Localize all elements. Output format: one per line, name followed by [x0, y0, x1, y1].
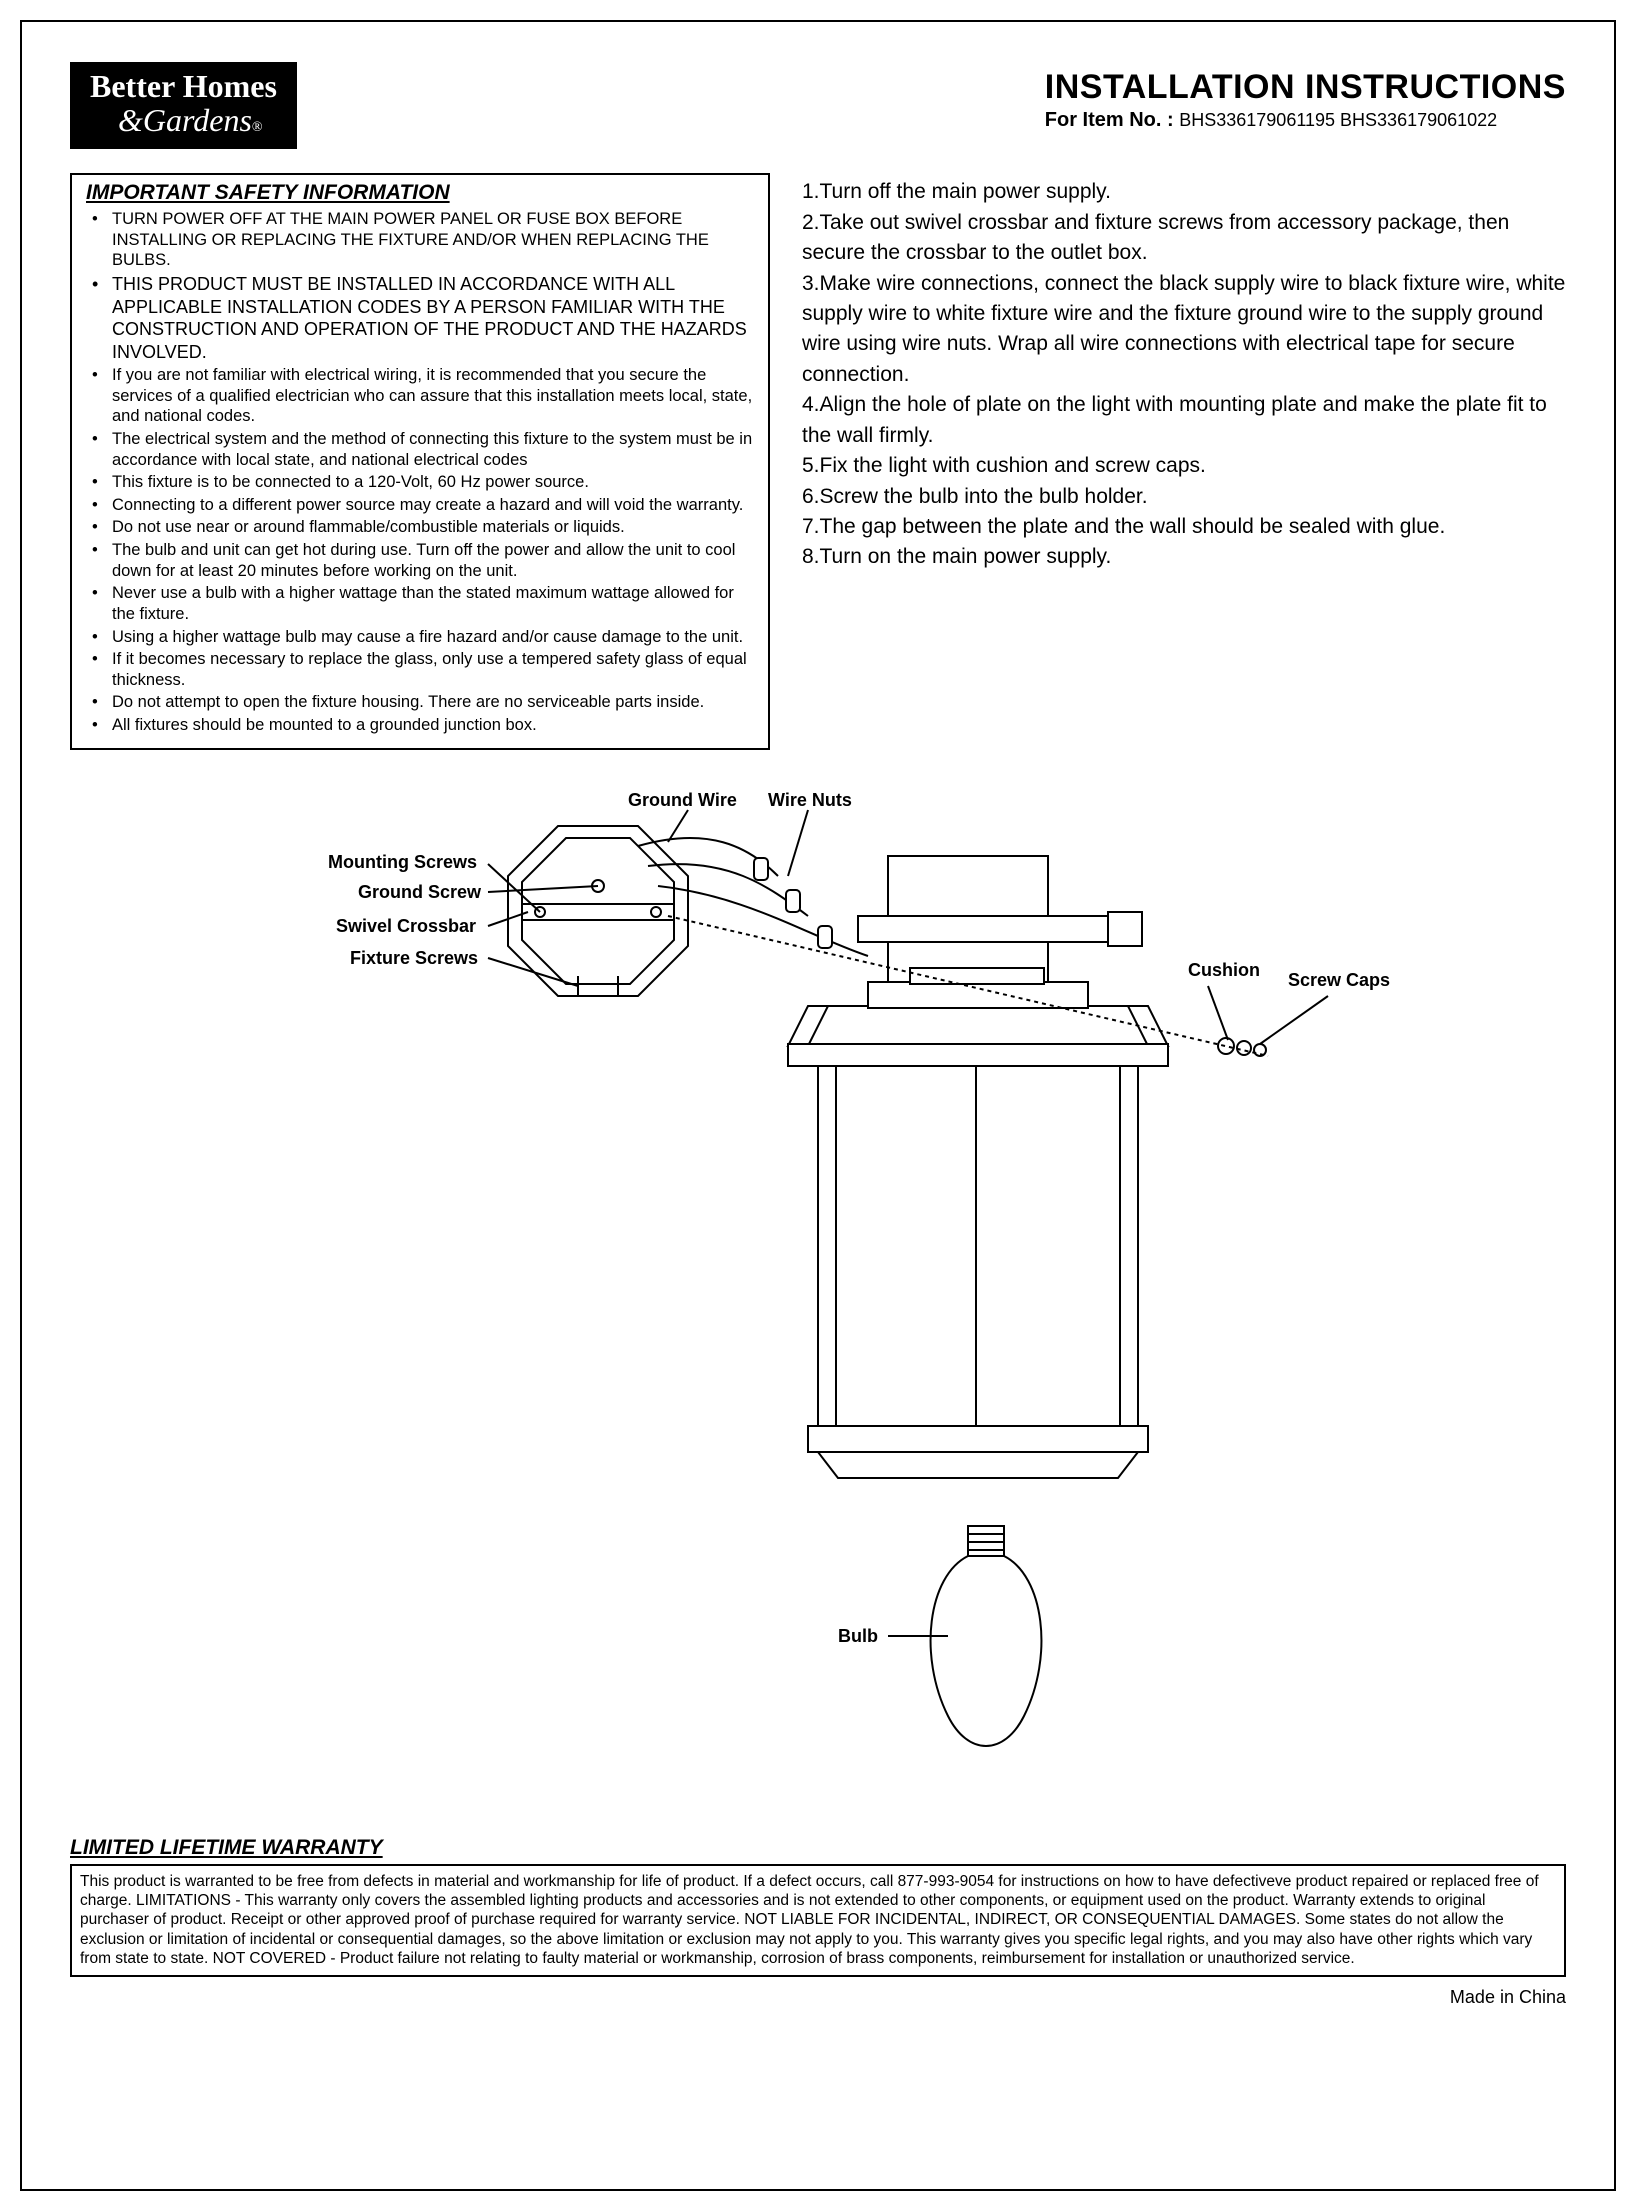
safety-box: IMPORTANT SAFETY INFORMATION TURN POWER … — [70, 173, 770, 750]
label-wire-nuts: Wire Nuts — [768, 790, 852, 810]
label-mounting-screws: Mounting Screws — [328, 852, 477, 872]
page: Better Homes &Gardens® INSTALLATION INST… — [20, 20, 1616, 2191]
logo-line-2: &Gardens® — [90, 104, 277, 138]
content-row: IMPORTANT SAFETY INFORMATION TURN POWER … — [70, 173, 1566, 750]
safety-item: TURN POWER OFF AT THE MAIN POWER PANEL O… — [86, 209, 758, 271]
made-in: Made in China — [70, 1987, 1566, 2008]
brand-logo: Better Homes &Gardens® — [70, 62, 297, 149]
item-numbers: For Item No. : BHS336179061195 BHS336179… — [1045, 109, 1566, 132]
label-swivel-crossbar: Swivel Crossbar — [336, 916, 476, 936]
label-ground-wire: Ground Wire — [628, 790, 737, 810]
step: 1.Turn off the main power supply. — [802, 177, 1566, 207]
safety-item: The electrical system and the method of … — [86, 429, 758, 470]
safety-item: This fixture is to be connected to a 120… — [86, 472, 758, 493]
step: 4.Align the hole of plate on the light w… — [802, 390, 1566, 451]
safety-item: Connecting to a different power source m… — [86, 495, 758, 516]
warranty-box: This product is warranted to be free fro… — [70, 1864, 1566, 1977]
safety-item: If it becomes necessary to replace the g… — [86, 649, 758, 690]
title-block: INSTALLATION INSTRUCTIONS For Item No. :… — [1045, 68, 1566, 132]
safety-title: IMPORTANT SAFETY INFORMATION — [86, 181, 758, 205]
label-bulb: Bulb — [838, 1626, 878, 1646]
step: 7.The gap between the plate and the wall… — [802, 512, 1566, 542]
label-fixture-screws: Fixture Screws — [350, 948, 478, 968]
safety-item: Do not use near or around flammable/comb… — [86, 517, 758, 538]
header-row: Better Homes &Gardens® INSTALLATION INST… — [70, 62, 1566, 149]
safety-item: If you are not familiar with electrical … — [86, 365, 758, 427]
registered-mark: ® — [252, 120, 263, 135]
diagram: Ground Wire Wire Nuts Mounting Screws Gr… — [70, 786, 1566, 1806]
label-cushion: Cushion — [1188, 960, 1260, 980]
logo-line-1: Better Homes — [90, 70, 277, 104]
item-no-label: For Item No. : — [1045, 109, 1179, 131]
page-title: INSTALLATION INSTRUCTIONS — [1045, 68, 1566, 107]
step: 5.Fix the light with cushion and screw c… — [802, 451, 1566, 481]
step: 3.Make wire connections, connect the bla… — [802, 269, 1566, 391]
safety-item: THIS PRODUCT MUST BE INSTALLED IN ACCORD… — [86, 273, 758, 363]
safety-list: TURN POWER OFF AT THE MAIN POWER PANEL O… — [86, 209, 758, 736]
diagram-svg: Ground Wire Wire Nuts Mounting Screws Gr… — [168, 786, 1468, 1806]
safety-item: All fixtures should be mounted to a grou… — [86, 715, 758, 736]
safety-item: The bulb and unit can get hot during use… — [86, 540, 758, 581]
label-ground-screw: Ground Screw — [358, 882, 482, 902]
safety-item: Do not attempt to open the fixture housi… — [86, 692, 758, 713]
label-screw-caps: Screw Caps — [1288, 970, 1390, 990]
step: 6.Screw the bulb into the bulb holder. — [802, 482, 1566, 512]
step: 8.Turn on the main power supply. — [802, 542, 1566, 572]
logo-line-2-text: &Gardens — [118, 102, 252, 138]
step: 2.Take out swivel crossbar and fixture s… — [802, 208, 1566, 269]
warranty-title: LIMITED LIFETIME WARRANTY — [70, 1836, 1566, 1860]
item-no-values: BHS336179061195 BHS336179061022 — [1179, 110, 1497, 130]
installation-steps: 1.Turn off the main power supply.2.Take … — [802, 173, 1566, 573]
safety-item: Never use a bulb with a higher wattage t… — [86, 583, 758, 624]
safety-item: Using a higher wattage bulb may cause a … — [86, 627, 758, 648]
